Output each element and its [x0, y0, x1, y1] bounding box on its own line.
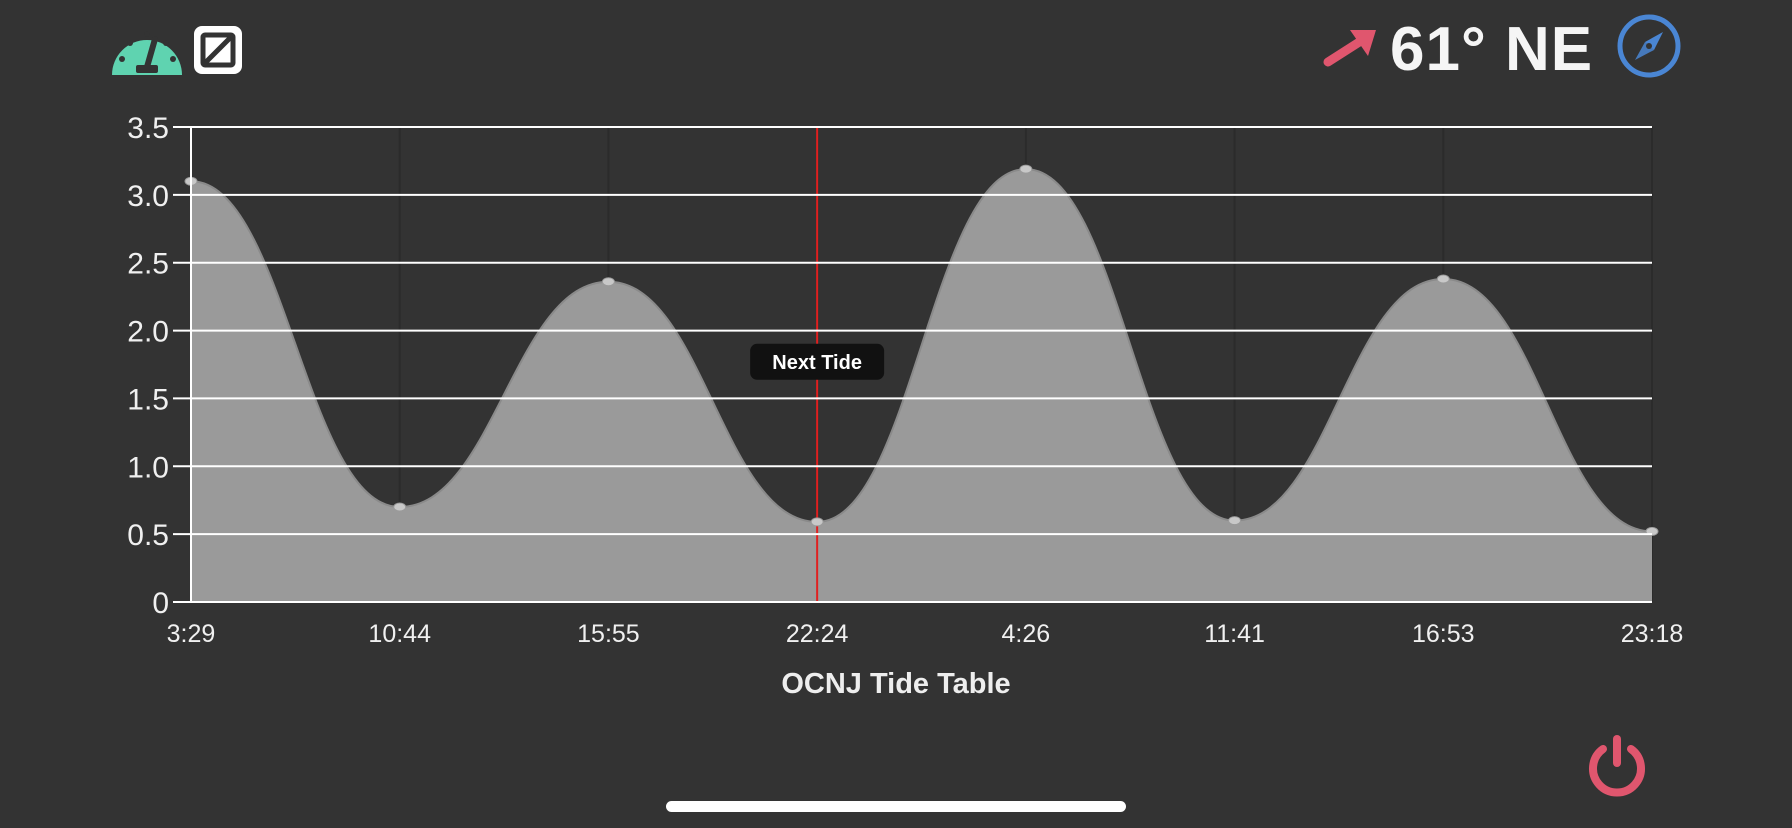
y-tick-label: 3.0 [127, 180, 169, 213]
tide-area-fill [191, 169, 1652, 603]
data-point [1019, 164, 1033, 174]
next-tide-label-box [750, 343, 885, 380]
chart-area-series [190, 168, 1653, 603]
y-tick-label: 1.5 [127, 383, 169, 416]
x-tick-label: 15:55 [577, 620, 640, 648]
arrow-up-right-icon [1320, 24, 1380, 70]
x-tick-label: 16:53 [1412, 620, 1475, 648]
power-icon[interactable] [1585, 733, 1649, 797]
home-indicator[interactable] [666, 801, 1126, 812]
data-point [601, 277, 615, 287]
bypass-square-icon[interactable] [194, 26, 242, 74]
y-tick-label: 0 [152, 587, 169, 620]
wind-reading: 61° NE [1390, 15, 1594, 84]
data-point [1436, 274, 1450, 284]
data-point [1228, 516, 1242, 526]
y-tick-label: 2.0 [127, 316, 169, 349]
x-tick-label: 11:41 [1204, 620, 1265, 648]
tide-line [190, 168, 1653, 533]
chart-axes: 0 0.5 1.0 1.5 2.0 2.5 3.0 3.5 3:29 10:44 15:55 22:2… [127, 112, 1683, 648]
data-point [393, 502, 407, 512]
speedometer-icon[interactable] [110, 19, 184, 77]
x-tick-label: 10:44 [368, 620, 431, 648]
y-tick-label: 2.5 [127, 248, 169, 281]
x-tick-label: 22:24 [786, 620, 849, 648]
x-tick-label: 4:26 [1002, 620, 1051, 648]
y-tick-label: 0.5 [127, 519, 169, 552]
data-point [810, 517, 824, 527]
y-tick-label: 3.5 [127, 112, 169, 145]
next-tide-marker: Next Tide [750, 127, 885, 602]
x-tick-label: 3:29 [167, 620, 216, 648]
compass-icon[interactable] [1616, 13, 1682, 79]
x-tick-label: 23:18 [1621, 620, 1684, 648]
tide-chart: Next Tide 0 0.5 1.0 1.5 2.0 2.5 3.0 3.5 3:29 10:4… [127, 112, 1683, 648]
y-tick-label: 1.0 [127, 451, 169, 484]
chart-title: OCNJ Tide Table [781, 668, 1011, 700]
chart-points [184, 164, 1659, 536]
next-tide-label: Next Tide [772, 352, 862, 374]
